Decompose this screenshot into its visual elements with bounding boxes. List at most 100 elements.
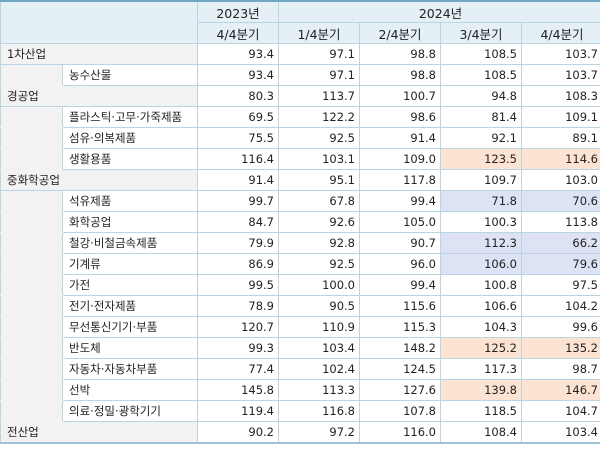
subcategory-label: 전기·전자제품 bbox=[62, 295, 198, 317]
category-row: 1차산업 93.4 97.1 98.8 108.5 103.7 bbox=[0, 43, 600, 65]
value-cell: 71.8 bbox=[440, 190, 522, 212]
value-cell: 107.8 bbox=[359, 400, 441, 422]
value-cell: 93.4 bbox=[197, 64, 279, 86]
category-label: 경공업 bbox=[0, 85, 198, 107]
subcategory-label: 철강·비철금속제품 bbox=[62, 232, 198, 254]
category-gutter bbox=[0, 316, 63, 338]
category-gutter bbox=[0, 190, 63, 212]
subcategory-row: 섬유·의복제품 75.5 92.5 91.4 92.1 89.1 bbox=[0, 127, 600, 149]
value-cell: 97.1 bbox=[278, 64, 360, 86]
header-row-years: 2023년 2024년 bbox=[0, 0, 600, 44]
value-cell: 90.7 bbox=[359, 232, 441, 254]
category-gutter bbox=[0, 211, 63, 233]
value-cell: 77.4 bbox=[197, 358, 279, 380]
value-cell: 100.3 bbox=[440, 211, 522, 233]
value-cell: 112.3 bbox=[440, 232, 522, 254]
category-gutter bbox=[0, 274, 63, 296]
value-cell: 110.9 bbox=[278, 316, 360, 338]
value-cell: 115.3 bbox=[359, 316, 441, 338]
subcategory-row: 자동차·자동차부품 77.4 102.4 124.5 117.3 98.7 bbox=[0, 358, 600, 380]
value-cell: 100.8 bbox=[440, 274, 522, 296]
value-cell: 89.1 bbox=[521, 127, 600, 149]
value-cell: 120.7 bbox=[197, 316, 279, 338]
value-cell: 109.1 bbox=[521, 106, 600, 128]
value-cell: 67.8 bbox=[278, 190, 360, 212]
value-cell: 75.5 bbox=[197, 127, 279, 149]
subcategory-row: 기계류 86.9 92.5 96.0 106.0 79.6 bbox=[0, 253, 600, 275]
value-cell: 92.5 bbox=[278, 127, 360, 149]
value-cell: 108.5 bbox=[440, 43, 522, 65]
value-cell: 86.9 bbox=[197, 253, 279, 275]
value-cell: 148.2 bbox=[359, 337, 441, 359]
value-cell: 125.2 bbox=[440, 337, 522, 359]
value-cell: 99.4 bbox=[359, 274, 441, 296]
value-cell: 66.2 bbox=[521, 232, 600, 254]
value-cell: 115.6 bbox=[359, 295, 441, 317]
table-header: 2023년 2024년 4/4분기 1/4분기 2/4분기 3/4분기 4/4분기 bbox=[0, 0, 600, 44]
value-cell: 104.3 bbox=[440, 316, 522, 338]
value-cell: 97.1 bbox=[278, 43, 360, 65]
value-cell: 103.4 bbox=[521, 421, 600, 444]
header-corner bbox=[0, 0, 198, 44]
value-cell: 99.4 bbox=[359, 190, 441, 212]
subcategory-row: 전기·전자제품 78.9 90.5 115.6 106.6 104.2 bbox=[0, 295, 600, 317]
category-gutter bbox=[0, 358, 63, 380]
value-cell: 116.0 bbox=[359, 421, 441, 444]
value-cell: 79.6 bbox=[521, 253, 600, 275]
value-cell: 99.7 bbox=[197, 190, 279, 212]
value-cell: 103.7 bbox=[521, 64, 600, 86]
category-gutter bbox=[0, 64, 63, 86]
subcategory-label: 무선통신기기·부품 bbox=[62, 316, 198, 338]
value-cell: 116.8 bbox=[278, 400, 360, 422]
value-cell: 100.7 bbox=[359, 85, 441, 107]
value-cell: 94.8 bbox=[440, 85, 522, 107]
category-row: 경공업 80.3 113.7 100.7 94.8 108.3 bbox=[0, 85, 600, 107]
value-cell: 145.8 bbox=[197, 379, 279, 401]
value-cell: 91.4 bbox=[197, 169, 279, 191]
value-cell: 139.8 bbox=[440, 379, 522, 401]
value-cell: 80.3 bbox=[197, 85, 279, 107]
value-cell: 69.5 bbox=[197, 106, 279, 128]
category-gutter bbox=[0, 379, 63, 401]
header-quarter: 1/4분기 bbox=[278, 22, 360, 44]
value-cell: 78.9 bbox=[197, 295, 279, 317]
subcategory-label: 플라스틱·고무·가죽제품 bbox=[62, 106, 198, 128]
value-cell: 106.6 bbox=[440, 295, 522, 317]
category-gutter bbox=[0, 106, 63, 128]
value-cell: 90.2 bbox=[197, 421, 279, 444]
category-row: 중화학공업 91.4 95.1 117.8 109.7 103.0 bbox=[0, 169, 600, 191]
subcategory-label: 화학공업 bbox=[62, 211, 198, 233]
category-gutter bbox=[0, 295, 63, 317]
subcategory-row: 생활용품 116.4 103.1 109.0 123.5 114.6 bbox=[0, 148, 600, 170]
subcategory-row: 선박 145.8 113.3 127.6 139.8 146.7 bbox=[0, 379, 600, 401]
value-cell: 98.6 bbox=[359, 106, 441, 128]
subcategory-label: 농수산물 bbox=[62, 64, 198, 86]
subcategory-label: 자동차·자동차부품 bbox=[62, 358, 198, 380]
value-cell: 70.6 bbox=[521, 190, 600, 212]
subcategory-label: 석유제품 bbox=[62, 190, 198, 212]
value-cell: 118.5 bbox=[440, 400, 522, 422]
value-cell: 81.4 bbox=[440, 106, 522, 128]
subcategory-row: 석유제품 99.7 67.8 99.4 71.8 70.6 bbox=[0, 190, 600, 212]
value-cell: 97.5 bbox=[521, 274, 600, 296]
table-body: 1차산업 93.4 97.1 98.8 108.5 103.7 농수산물 93.4 97.1 98… bbox=[0, 43, 600, 444]
value-cell: 104.2 bbox=[521, 295, 600, 317]
subcategory-label: 가전 bbox=[62, 274, 198, 296]
value-cell: 135.2 bbox=[521, 337, 600, 359]
subcategory-label: 기계류 bbox=[62, 253, 198, 275]
header-row-quarters: 4/4분기 1/4분기 2/4분기 3/4분기 4/4분기 bbox=[1, 22, 600, 44]
value-cell: 98.8 bbox=[359, 64, 441, 86]
value-cell: 90.5 bbox=[278, 295, 360, 317]
value-cell: 84.7 bbox=[197, 211, 279, 233]
value-cell: 98.7 bbox=[521, 358, 600, 380]
value-cell: 113.7 bbox=[278, 85, 360, 107]
header-quarter: 2/4분기 bbox=[359, 22, 441, 44]
subcategory-label: 의료·정밀·광학기기 bbox=[62, 400, 198, 422]
value-cell: 123.5 bbox=[440, 148, 522, 170]
value-cell: 122.2 bbox=[278, 106, 360, 128]
value-cell: 117.8 bbox=[359, 169, 441, 191]
value-cell: 113.8 bbox=[521, 211, 600, 233]
value-cell: 91.4 bbox=[359, 127, 441, 149]
value-cell: 98.8 bbox=[359, 43, 441, 65]
value-cell: 79.9 bbox=[197, 232, 279, 254]
